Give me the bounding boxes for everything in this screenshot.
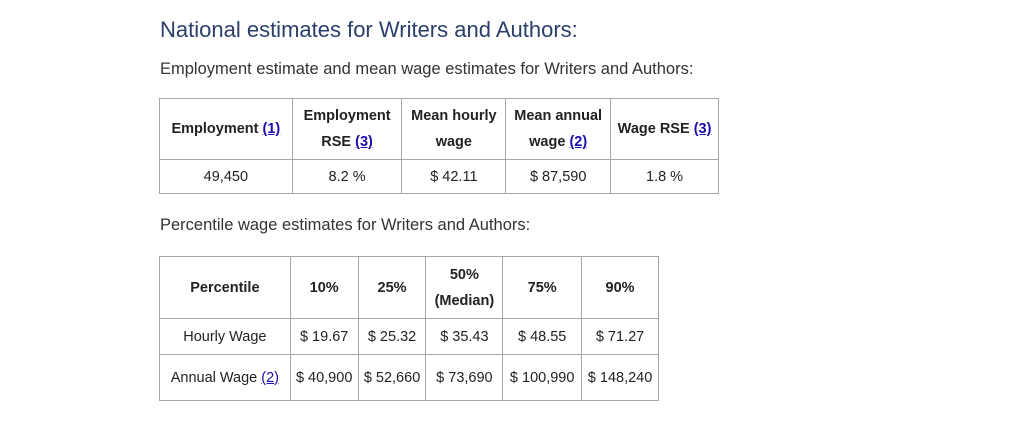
cell-hourly-p10: $ 19.67 — [289, 318, 359, 355]
cell-hourly-p90: $ 71.27 — [581, 318, 659, 355]
header-employment: Employment (1) — [159, 98, 293, 160]
header-employment-label: Employment — [171, 121, 259, 137]
cell-annual-p50: $ 73,690 — [425, 354, 504, 401]
employment-table-header-row: Employment (1) Employment RSE (3) Mean h… — [159, 98, 719, 160]
footnote-link-2[interactable]: (2) — [569, 134, 588, 150]
footnote-link-3[interactable]: (3) — [693, 121, 712, 137]
cell-employment: 49,450 — [159, 159, 293, 194]
row-label-hourly-wage: Hourly Wage — [159, 318, 291, 355]
header-wage-rse: Wage RSE (3) — [610, 98, 719, 160]
annual-wage-label: Annual Wage — [170, 369, 258, 386]
cell-mean-annual-wage: $ 87,590 — [505, 159, 612, 194]
header-mean-annual-line1: Mean annual — [514, 108, 603, 124]
header-mean-hourly-line1: Mean hourly — [411, 108, 497, 124]
percentile-table: Percentile 10% 25% 50% (Median) 75% 90% … — [159, 256, 659, 401]
table-row: 49,450 8.2 % $ 42.11 $ 87,590 1.8 % — [159, 159, 719, 194]
cell-annual-p90: $ 148,240 — [581, 354, 659, 401]
cell-wage-rse: 1.8 % — [610, 159, 719, 194]
header-wage-rse-label: Wage RSE — [617, 121, 690, 137]
header-mean-hourly-line2: wage — [435, 134, 472, 150]
header-p50-line1: 50% — [449, 266, 479, 283]
header-p90: 90% — [581, 256, 659, 319]
header-employment-rse: Employment RSE (3) — [291, 98, 403, 160]
cell-hourly-p50: $ 35.43 — [425, 318, 504, 355]
header-p75: 75% — [502, 256, 583, 319]
page-title: National estimates for Writers and Autho… — [160, 17, 578, 42]
header-p25: 25% — [357, 256, 427, 319]
header-p50: 50% (Median) — [425, 256, 504, 319]
percentile-table-caption: Percentile wage estimates for Writers an… — [160, 216, 531, 234]
cell-annual-p75: $ 100,990 — [502, 354, 583, 401]
cell-annual-p25: $ 52,660 — [357, 354, 427, 401]
header-mean-hourly-wage: Mean hourly wage — [401, 98, 507, 160]
cell-employment-rse: 8.2 % — [291, 159, 403, 194]
header-mean-annual-line2: wage — [529, 134, 566, 150]
percentile-table-header-row: Percentile 10% 25% 50% (Median) 75% 90% — [159, 256, 659, 319]
header-employment-rse-line1: Employment — [303, 108, 391, 124]
table-row: Annual Wage (2) $ 40,900 $ 52,660 $ 73,6… — [159, 354, 659, 401]
cell-mean-hourly-wage: $ 42.11 — [401, 159, 507, 194]
header-p10: 10% — [289, 256, 359, 319]
header-p50-line2: (Median) — [434, 292, 495, 309]
cell-hourly-p75: $ 48.55 — [502, 318, 583, 355]
header-mean-annual-wage: Mean annual wage (2) — [505, 98, 612, 160]
footnote-link-2[interactable]: (2) — [261, 369, 280, 386]
cell-annual-p10: $ 40,900 — [289, 354, 359, 401]
table-row: Hourly Wage $ 19.67 $ 25.32 $ 35.43 $ 48… — [159, 318, 659, 355]
footnote-link-1[interactable]: (1) — [262, 121, 281, 137]
header-employment-rse-line2: RSE — [321, 134, 352, 150]
employment-table: Employment (1) Employment RSE (3) Mean h… — [159, 98, 719, 194]
header-percentile: Percentile — [159, 256, 291, 319]
footnote-link-3[interactable]: (3) — [355, 134, 373, 150]
cell-hourly-p25: $ 25.32 — [357, 318, 427, 355]
row-label-annual-wage: Annual Wage (2) — [159, 354, 291, 401]
employment-table-caption: Employment estimate and mean wage estima… — [160, 60, 694, 78]
